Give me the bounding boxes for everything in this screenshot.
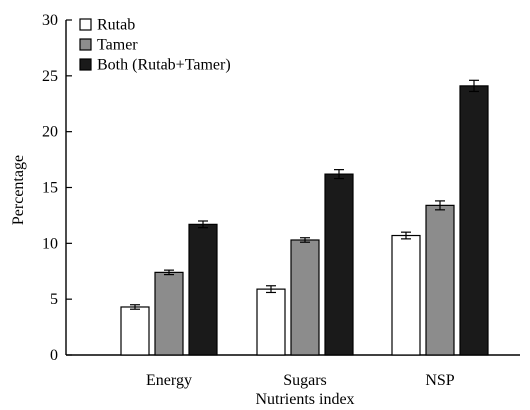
bar-energy-2	[188, 223, 218, 356]
y-axis-label: Percentage	[10, 155, 27, 225]
y-tick-label: 20	[42, 124, 58, 141]
bar-sugars-2	[324, 173, 354, 356]
x-tick-label: Sugars	[283, 372, 327, 389]
bar-sugars-1	[290, 239, 320, 356]
bars	[120, 79, 489, 356]
legend-label-2: Both (Rutab+Tamer)	[97, 57, 231, 74]
x-tick-label: Energy	[146, 372, 192, 389]
y-tick-label: 5	[50, 291, 58, 308]
legend-swatch-2	[79, 58, 92, 71]
legend-label-0: Rutab	[97, 17, 135, 34]
bar-nsp-2	[459, 85, 489, 356]
legend-swatch-0	[79, 18, 92, 31]
legend: Rutab Tamer Both (Rutab+Tamer)	[79, 17, 231, 74]
legend-swatch-1	[79, 38, 92, 51]
bar-energy-1	[154, 271, 184, 356]
x-tick-label: NSP	[425, 372, 454, 389]
y-tick-label: 25	[42, 68, 58, 85]
legend-label-1: Tamer	[97, 37, 138, 54]
axes: 0 5 10 15 20 25 30 Energy Sugars NSP	[42, 12, 520, 389]
bar-nsp-1	[425, 204, 455, 356]
y-tick-label: 0	[50, 347, 58, 364]
y-tick-label: 30	[42, 12, 58, 29]
bar-nsp-0	[391, 234, 421, 356]
y-tick-label: 15	[42, 180, 58, 197]
y-tick-label: 10	[42, 235, 58, 252]
x-axis-label: Nutrients index	[255, 391, 354, 408]
bar-energy-0	[120, 306, 150, 356]
bar-sugars-0	[256, 288, 286, 356]
